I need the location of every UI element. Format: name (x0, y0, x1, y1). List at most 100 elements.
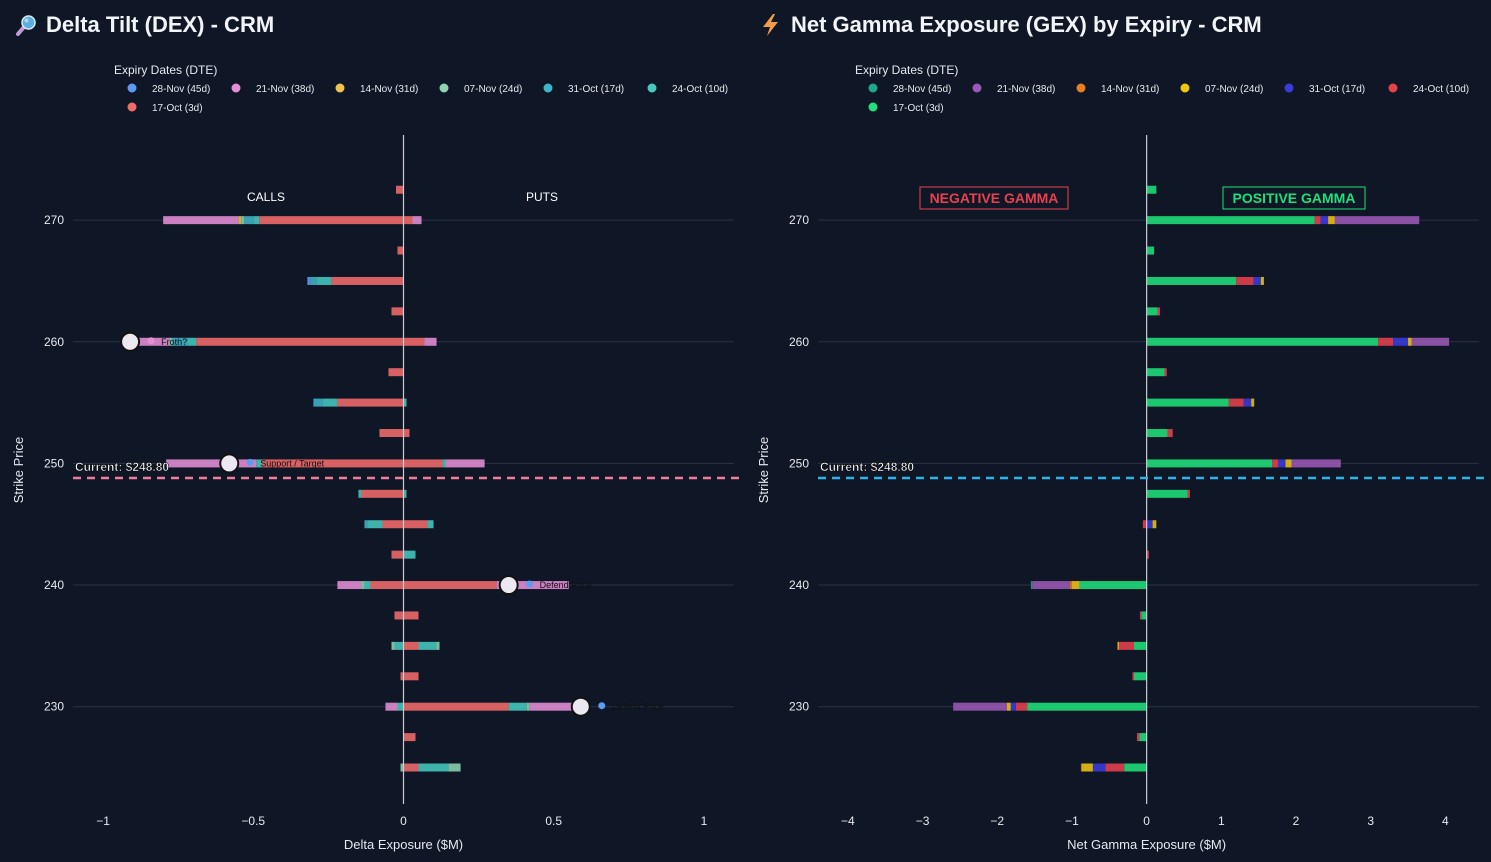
bar-segment[interactable] (1092, 763, 1106, 772)
bar-segment[interactable] (1164, 368, 1167, 377)
bar-segment[interactable] (256, 459, 263, 468)
bar-segment[interactable] (337, 398, 404, 407)
bar-segment[interactable] (394, 611, 404, 620)
bar-segment[interactable] (1146, 337, 1379, 346)
legend-item[interactable]: 07-Nov (24d) (1205, 84, 1263, 95)
bar-segment[interactable] (445, 459, 485, 468)
bar-segment[interactable] (1081, 763, 1093, 772)
bar-segment[interactable] (403, 429, 410, 438)
bar-segment[interactable] (1291, 459, 1341, 468)
bar-segment[interactable] (1393, 337, 1409, 346)
bar-segment[interactable] (1069, 581, 1072, 590)
bar-segment[interactable] (1132, 672, 1134, 681)
legend-item[interactable]: 24-Oct (10d) (672, 84, 728, 95)
bar-segment[interactable] (403, 702, 509, 711)
bar-segment[interactable] (172, 337, 188, 346)
bar-segment[interactable] (379, 429, 404, 438)
bar-segment[interactable] (1006, 702, 1011, 711)
bar-segment[interactable] (1243, 398, 1252, 407)
bar-segment[interactable] (1146, 216, 1315, 225)
bar-segment[interactable] (1167, 429, 1173, 438)
bar-segment[interactable] (358, 489, 362, 498)
bar-segment[interactable] (403, 733, 416, 742)
bar-segment[interactable] (1260, 276, 1264, 285)
bar-segment[interactable] (403, 398, 407, 407)
bar-segment[interactable] (1139, 611, 1142, 620)
legend-marker[interactable] (647, 83, 657, 93)
legend-item[interactable]: 07-Nov (24d) (464, 84, 522, 95)
bar-segment[interactable] (370, 581, 404, 590)
bar-segment[interactable] (1187, 489, 1190, 498)
bar-segment[interactable] (361, 489, 404, 498)
legend-item[interactable]: 28-Nov (45d) (152, 84, 210, 95)
bar-segment[interactable] (403, 459, 443, 468)
bar-segment[interactable] (331, 276, 404, 285)
bar-segment[interactable] (427, 520, 434, 529)
bar-segment[interactable] (526, 702, 530, 711)
bar-segment[interactable] (1334, 216, 1420, 225)
legend-item[interactable]: 28-Nov (45d) (893, 84, 951, 95)
legend-item[interactable]: 21-Nov (38d) (997, 84, 1055, 95)
bar-segment[interactable] (403, 763, 419, 772)
bar-segment[interactable] (1228, 398, 1244, 407)
bar-segment[interactable] (385, 702, 398, 711)
bar-segment[interactable] (400, 763, 404, 772)
bar-segment[interactable] (1010, 702, 1016, 711)
legend-item[interactable]: 24-Oct (10d) (1413, 84, 1469, 95)
legend-item[interactable]: 14-Nov (31d) (360, 84, 418, 95)
legend-item[interactable]: 14-Nov (31d) (1101, 84, 1159, 95)
bar-segment[interactable] (1136, 733, 1140, 742)
legend-marker[interactable] (335, 83, 345, 93)
bar-segment[interactable] (316, 276, 332, 285)
bar-segment[interactable] (1027, 702, 1147, 711)
bar-segment[interactable] (1117, 641, 1119, 650)
bar-segment[interactable] (424, 337, 437, 346)
bar-segment[interactable] (187, 337, 197, 346)
legend-marker[interactable] (543, 83, 553, 93)
bar-segment[interactable] (403, 520, 428, 529)
bar-segment[interactable] (1146, 459, 1273, 468)
bar-segment[interactable] (403, 611, 419, 620)
bar-segment[interactable] (388, 368, 404, 377)
legend-item[interactable]: 17-Oct (3d) (152, 103, 203, 114)
bar-segment[interactable] (1146, 276, 1237, 285)
bar-segment[interactable] (1080, 763, 1082, 772)
annotation-marker[interactable] (570, 696, 591, 717)
bar-segment[interactable] (1071, 581, 1080, 590)
legend-marker[interactable] (1180, 83, 1190, 93)
bar-segment[interactable] (1411, 337, 1450, 346)
bar-segment[interactable] (1146, 520, 1153, 529)
bar-segment[interactable] (391, 307, 404, 316)
bar-segment[interactable] (238, 216, 242, 225)
bar-segment[interactable] (322, 398, 338, 407)
bar-segment[interactable] (1278, 459, 1286, 468)
bar-segment[interactable] (403, 581, 497, 590)
bar-segment[interactable] (1141, 611, 1147, 620)
legend-marker[interactable] (439, 83, 449, 93)
bar-segment[interactable] (1251, 398, 1255, 407)
bar-segment[interactable] (1146, 429, 1168, 438)
bar-segment[interactable] (395, 185, 404, 194)
bar-segment[interactable] (1015, 702, 1028, 711)
bar-segment[interactable] (397, 246, 404, 255)
legend-item[interactable]: 21-Nov (38d) (256, 84, 314, 95)
bar-segment[interactable] (382, 520, 404, 529)
bar-segment[interactable] (1236, 276, 1254, 285)
bar-segment[interactable] (1146, 398, 1229, 407)
legend-item[interactable]: 31-Oct (17d) (568, 84, 624, 95)
bar-segment[interactable] (307, 276, 311, 285)
bar-segment[interactable] (1285, 459, 1292, 468)
legend-item[interactable]: 17-Oct (3d) (893, 103, 944, 114)
bar-segment[interactable] (241, 216, 245, 225)
legend-marker[interactable] (231, 83, 241, 93)
legend-marker[interactable] (972, 83, 982, 93)
bar-segment[interactable] (364, 520, 368, 529)
bar-segment[interactable] (367, 520, 383, 529)
bar-segment[interactable] (361, 581, 365, 590)
bar-segment[interactable] (403, 489, 407, 498)
bar-segment[interactable] (262, 459, 404, 468)
bar-segment[interactable] (1146, 368, 1165, 377)
bar-segment[interactable] (1314, 216, 1321, 225)
legend-marker[interactable] (1388, 83, 1398, 93)
bar-segment[interactable] (1118, 641, 1134, 650)
